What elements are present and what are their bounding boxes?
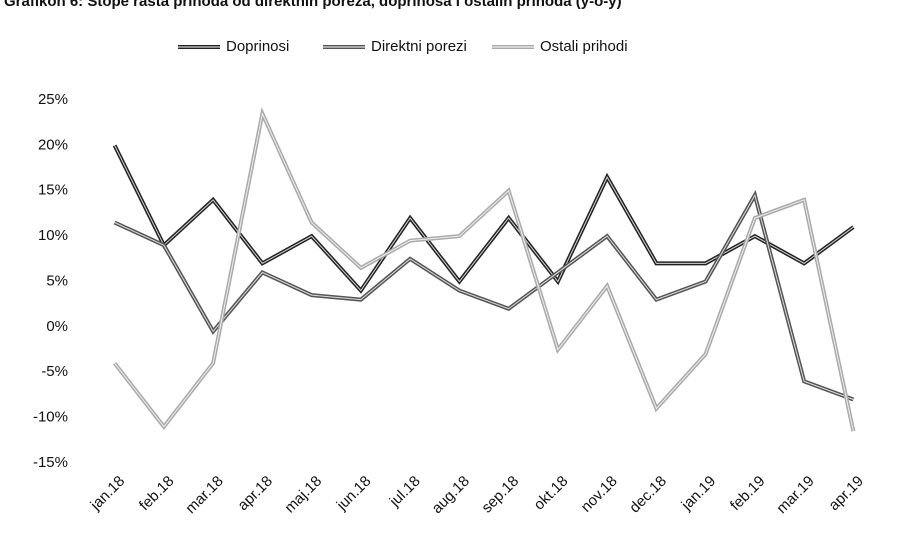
x-tick-label: apr.19 — [825, 473, 867, 515]
x-tick-label: feb.18 — [136, 473, 178, 515]
x-tick-label: apr.18 — [234, 473, 276, 515]
x-tick-label: mar.18 — [182, 473, 226, 517]
x-tick-label: feb.19 — [727, 473, 769, 515]
y-tick-label: -15% — [33, 454, 68, 471]
y-tick-label: 5% — [46, 272, 68, 289]
x-tick-label: dec.18 — [626, 473, 670, 517]
x-tick-label: jun.18 — [333, 473, 375, 515]
y-tick-label: 0% — [46, 318, 68, 335]
legend-label: Direktni porezi — [371, 38, 467, 55]
x-tick-label: okt.18 — [531, 473, 572, 514]
x-tick-label: nov.18 — [578, 473, 621, 516]
series-line-inner — [114, 111, 854, 432]
legend-label: Doprinosi — [226, 38, 289, 55]
x-tick-label: maj.18 — [281, 473, 325, 517]
y-tick-label: -10% — [33, 409, 68, 426]
y-tick-label: 25% — [38, 91, 68, 108]
series-line-inner — [114, 193, 854, 400]
x-tick-label: mar.19 — [773, 473, 817, 517]
y-tick-label: 20% — [38, 136, 68, 153]
series-line — [113, 107, 856, 432]
y-tick-label: 10% — [38, 227, 68, 244]
x-tick-label: jan.18 — [87, 473, 129, 515]
x-tick-label: jan.19 — [678, 473, 720, 515]
legend-label: Ostali prihodi — [540, 38, 628, 55]
y-tick-label: 15% — [38, 182, 68, 199]
x-tick-label: aug.18 — [429, 473, 473, 517]
x-tick-label: sep.18 — [478, 473, 522, 517]
chart-title: Grafikon 6: Stope rasta prihoda od direk… — [4, 0, 622, 10]
x-tick-label: jul.18 — [386, 473, 424, 511]
y-tick-label: -5% — [41, 363, 68, 380]
